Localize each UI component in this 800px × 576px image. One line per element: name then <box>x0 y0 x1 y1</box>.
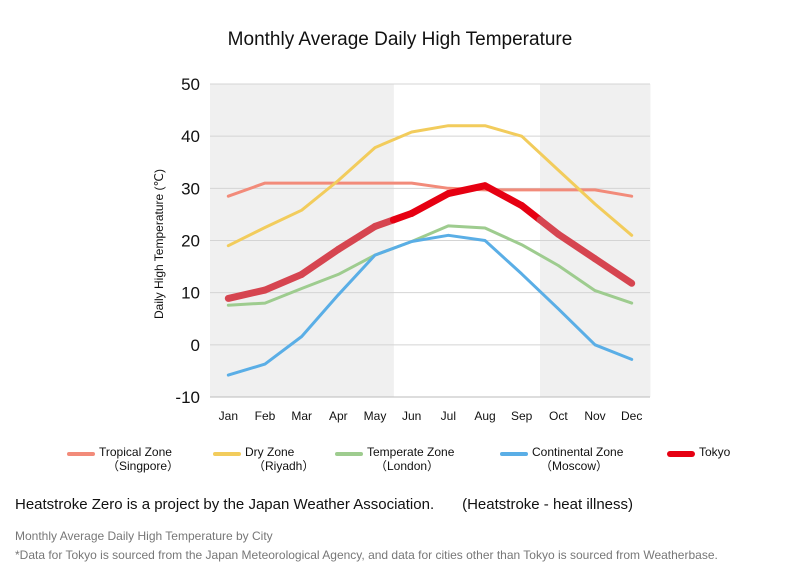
legend-sublabel-dry: （Riyadh） <box>253 459 315 473</box>
x-tick-label: Nov <box>584 409 605 423</box>
legend-swatch-continental <box>500 452 528 456</box>
x-tick-label: May <box>364 409 387 423</box>
series-tokyo <box>224 182 636 302</box>
x-tick-label: Apr <box>329 409 348 423</box>
series-segment <box>518 202 544 224</box>
legend-label-tropical: Tropical Zone <box>99 445 172 459</box>
x-tick-label: Oct <box>549 409 568 423</box>
series-segment <box>408 190 452 217</box>
x-tick-label: Dec <box>621 409 642 423</box>
chart-title: Monthly Average Daily High Temperature <box>227 29 573 50</box>
y-tick-label: 10 <box>181 284 200 303</box>
x-tick-label: Jun <box>402 409 421 423</box>
series-segment <box>554 230 599 263</box>
series-segment <box>481 182 526 210</box>
series-line <box>226 181 634 198</box>
series-segment <box>261 270 306 294</box>
legend-label-dry: Dry Zone <box>245 445 295 459</box>
y-tick-label: 40 <box>181 127 200 146</box>
source-caption: Monthly Average Daily High Temperature b… <box>15 529 273 543</box>
legend-swatch-tokyo <box>667 451 695 457</box>
series-line <box>226 124 634 248</box>
legend-swatch-tropical <box>67 452 95 456</box>
project-note-paren: (Heatstroke - heat illness) <box>462 496 634 513</box>
source-footnote: *Data for Tokyo is sourced from the Japa… <box>15 548 718 562</box>
y-tick-label: 20 <box>181 232 200 251</box>
legend-sublabel-continental: （Moscow） <box>540 459 609 473</box>
x-tick-label: Feb <box>255 409 276 423</box>
series-line <box>226 233 634 377</box>
legend-sublabel-tropical: （Singpore） <box>107 459 180 473</box>
series-segment <box>334 222 379 253</box>
y-tick-label: 50 <box>181 75 200 94</box>
x-tick-label: Jul <box>441 409 456 423</box>
series-segment <box>536 216 562 238</box>
series-segment <box>591 255 636 287</box>
legend-swatch-temperate <box>335 452 363 456</box>
y-tick-label: 0 <box>191 336 200 355</box>
x-tick-label: Jan <box>219 409 238 423</box>
series-line <box>226 224 634 307</box>
series-segment <box>224 286 269 302</box>
legend-label-continental: Continental Zone <box>532 445 624 459</box>
y-tick-label: -10 <box>175 388 200 407</box>
series-continental-zone <box>226 233 634 377</box>
project-note-main: Heatstroke Zero is a project by the Japa… <box>15 496 435 513</box>
series-temperate-zone <box>226 224 634 307</box>
legend-label-temperate: Temperate Zone <box>367 445 455 459</box>
project-note: Heatstroke Zero is a project by the Japa… <box>15 496 633 513</box>
legend-sublabel-temperate: （London） <box>375 459 440 473</box>
y-tick-label: 30 <box>181 179 200 198</box>
series-segment <box>298 245 342 278</box>
series-dry-zone <box>226 124 634 248</box>
series-segment <box>444 182 489 198</box>
legend-swatch-dry <box>213 452 241 456</box>
x-tick-label: Mar <box>291 409 312 423</box>
x-tick-label: Aug <box>474 409 495 423</box>
x-tick-label: Sep <box>511 409 533 423</box>
series-tropical-zone <box>226 181 634 198</box>
legend-label-tokyo: Tokyo <box>699 445 731 459</box>
